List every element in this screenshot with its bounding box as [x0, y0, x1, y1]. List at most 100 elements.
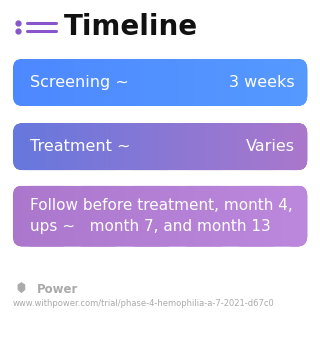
Bar	[268, 186, 269, 246]
Bar	[66, 186, 68, 246]
Bar	[290, 186, 291, 246]
Bar	[148, 59, 150, 106]
Bar	[36, 123, 38, 170]
Bar	[195, 123, 197, 170]
Bar	[84, 186, 86, 246]
Bar	[114, 123, 116, 170]
Bar	[248, 186, 250, 246]
Bar	[292, 186, 293, 246]
Bar	[240, 59, 242, 106]
Bar	[132, 123, 133, 170]
Bar	[267, 59, 268, 106]
Bar	[80, 123, 81, 170]
Bar	[62, 59, 63, 106]
Bar	[190, 186, 192, 246]
Bar	[296, 59, 298, 106]
Bar	[95, 59, 97, 106]
Bar	[193, 186, 195, 246]
Bar	[164, 123, 165, 170]
Bar	[103, 186, 105, 246]
Bar	[53, 59, 55, 106]
Bar	[30, 186, 32, 246]
Bar	[14, 186, 15, 246]
Bar	[200, 186, 202, 246]
Text: Screening ~: Screening ~	[30, 75, 129, 90]
Bar	[243, 186, 244, 246]
Bar	[101, 123, 103, 170]
Bar	[165, 59, 166, 106]
Bar	[288, 59, 289, 106]
Bar	[58, 186, 60, 246]
Bar	[209, 59, 211, 106]
Bar	[31, 186, 33, 246]
Bar	[287, 123, 288, 170]
Bar	[120, 186, 121, 246]
Bar	[63, 59, 64, 106]
Bar	[229, 123, 230, 170]
Bar	[242, 186, 243, 246]
Bar	[63, 186, 64, 246]
Bar	[84, 59, 86, 106]
Bar	[270, 186, 272, 246]
Bar	[105, 59, 107, 106]
Bar	[144, 186, 146, 246]
Bar	[61, 186, 62, 246]
Bar	[112, 59, 114, 106]
Bar	[284, 59, 285, 106]
Bar	[50, 186, 52, 246]
Bar	[61, 123, 62, 170]
Bar	[107, 186, 108, 246]
Bar	[201, 123, 203, 170]
Bar	[113, 186, 115, 246]
Bar	[303, 186, 305, 246]
Bar	[227, 123, 228, 170]
Bar	[250, 123, 252, 170]
Bar	[76, 59, 78, 106]
Bar	[45, 123, 47, 170]
Bar	[85, 186, 87, 246]
Bar	[109, 186, 111, 246]
Bar	[29, 59, 31, 106]
Bar	[196, 123, 198, 170]
Bar	[143, 59, 145, 106]
Bar	[18, 123, 19, 170]
Bar	[179, 186, 180, 246]
Bar	[47, 123, 49, 170]
Bar	[27, 186, 28, 246]
Bar	[160, 59, 162, 106]
Bar	[73, 59, 74, 106]
Bar	[15, 186, 16, 246]
Bar	[140, 186, 142, 246]
Bar	[280, 59, 281, 106]
Bar	[180, 59, 181, 106]
Bar	[86, 59, 88, 106]
Bar	[236, 186, 237, 246]
Bar	[275, 59, 276, 106]
Bar	[197, 186, 199, 246]
Bar	[218, 186, 220, 246]
Bar	[196, 59, 198, 106]
Bar	[229, 59, 230, 106]
Bar	[69, 59, 70, 106]
Bar	[162, 59, 164, 106]
Bar	[183, 123, 184, 170]
Bar	[60, 186, 61, 246]
Bar	[180, 186, 181, 246]
Bar	[302, 123, 304, 170]
Bar	[273, 186, 275, 246]
Bar	[82, 123, 83, 170]
Bar	[51, 186, 53, 246]
Bar	[261, 123, 263, 170]
Bar	[281, 123, 282, 170]
Bar	[67, 186, 68, 246]
Bar	[142, 59, 144, 106]
Bar	[105, 186, 107, 246]
Bar	[137, 123, 139, 170]
Bar	[46, 186, 48, 246]
Bar	[146, 186, 148, 246]
Polygon shape	[18, 282, 25, 293]
Bar	[154, 59, 156, 106]
Bar	[174, 186, 175, 246]
Bar	[198, 186, 200, 246]
Bar	[189, 123, 191, 170]
